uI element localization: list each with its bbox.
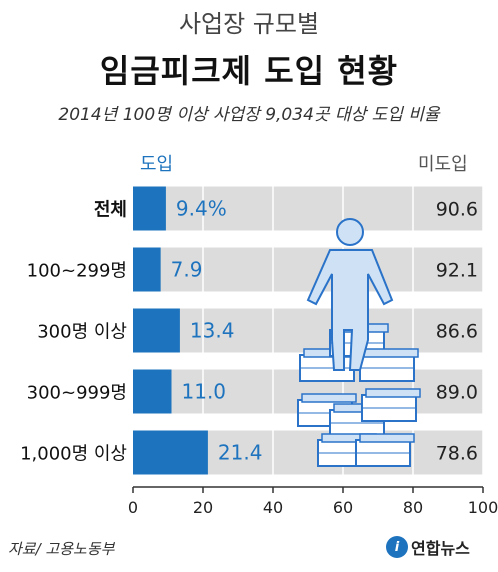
value-label-adopted: 9.4% <box>176 197 227 221</box>
worker-on-money-illustration <box>297 218 421 467</box>
value-label-not-adopted: 78.6 <box>436 443 478 465</box>
legend-adopted: 도입 <box>140 154 174 175</box>
x-tick-label: 100 <box>468 498 498 517</box>
value-label-adopted: 13.4 <box>190 319 235 343</box>
bar-adopted <box>133 308 180 353</box>
x-tick-label: 40 <box>263 498 283 517</box>
x-tick-label: 80 <box>403 498 423 517</box>
bar-not-adopted <box>133 308 483 353</box>
chart-subtitle: 2014년 100명 이상 사업장 9,034곳 대상 도입 비율 <box>58 105 440 125</box>
yonhap-logo: i 연합뉴스 <box>386 534 470 560</box>
logo-text: 연합뉴스 <box>411 539 470 558</box>
category-label: 300~999명 <box>27 383 127 404</box>
chart-kicker: 사업장 규모별 <box>178 10 320 38</box>
chart-title: 임금피크제 도입 현황 <box>99 52 399 90</box>
value-label-adopted: 21.4 <box>218 441 263 465</box>
category-label: 1,000명 이상 <box>20 444 127 465</box>
x-tick-label: 60 <box>333 498 353 517</box>
logo-mark: i <box>386 536 408 558</box>
bar-adopted <box>133 430 208 475</box>
value-label-not-adopted: 90.6 <box>436 199 478 221</box>
value-label-adopted: 7.9 <box>171 258 203 282</box>
value-label-not-adopted: 92.1 <box>436 260 478 282</box>
bar-adopted <box>133 369 172 414</box>
value-label-not-adopted: 86.6 <box>436 321 478 343</box>
legend-not-adopted: 미도입 <box>418 154 468 175</box>
value-label-not-adopted: 89.0 <box>436 382 478 404</box>
bar-adopted <box>133 247 161 292</box>
category-label: 100~299명 <box>27 261 127 282</box>
bar-not-adopted <box>133 247 483 292</box>
category-label: 전체 <box>94 200 127 221</box>
bar-adopted <box>133 186 166 231</box>
source-note: 자료/ 고용노동부 <box>8 540 115 558</box>
x-tick-label: 20 <box>193 498 213 517</box>
value-label-adopted: 11.0 <box>182 380 227 404</box>
bar-not-adopted <box>133 186 483 231</box>
category-label: 300명 이상 <box>37 322 127 343</box>
x-tick-label: 0 <box>128 498 138 517</box>
